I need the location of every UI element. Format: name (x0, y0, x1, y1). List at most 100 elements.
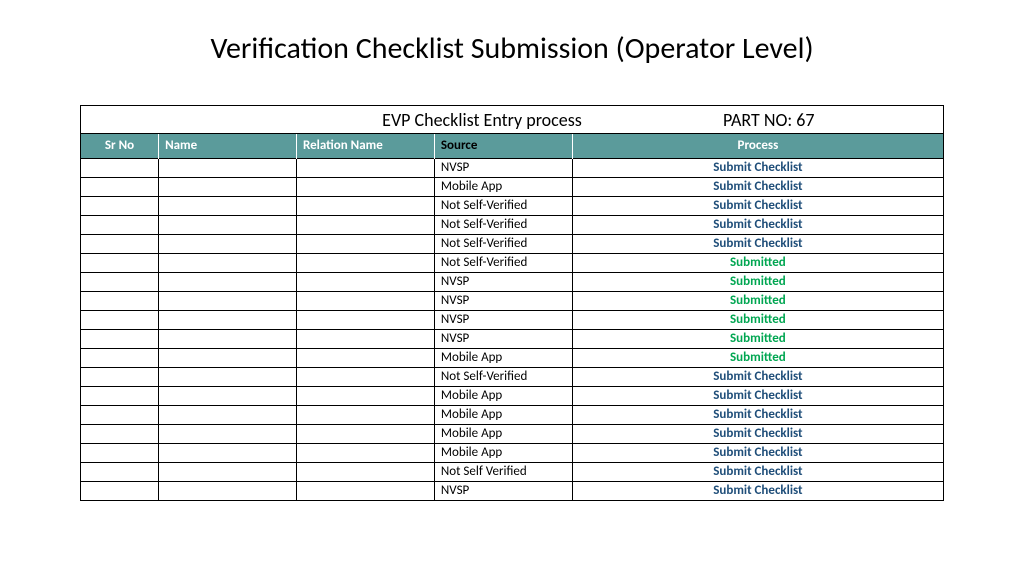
cell-srno (81, 215, 159, 234)
page-title: Verification Checklist Submission (Opera… (80, 30, 944, 67)
cell-name (159, 177, 297, 196)
submit-checklist-link[interactable]: Submit Checklist (572, 177, 943, 196)
cell-source: NVSP (434, 310, 572, 329)
table-row: Mobile AppSubmit Checklist (81, 443, 943, 462)
cell-source: Mobile App (434, 443, 572, 462)
cell-source: Not Self Verified (434, 462, 572, 481)
table-row: NVSPSubmitted (81, 291, 943, 310)
table-row: Not Self-VerifiedSubmit Checklist (81, 196, 943, 215)
table-row: NVSPSubmitted (81, 310, 943, 329)
cell-relation (296, 348, 434, 367)
cell-name (159, 481, 297, 500)
submit-checklist-link[interactable]: Submit Checklist (572, 196, 943, 215)
submit-checklist-link[interactable]: Submit Checklist (572, 215, 943, 234)
cell-name (159, 424, 297, 443)
table-row: Not Self VerifiedSubmit Checklist (81, 462, 943, 481)
cell-srno (81, 177, 159, 196)
cell-source: NVSP (434, 329, 572, 348)
cell-name (159, 462, 297, 481)
cell-srno (81, 405, 159, 424)
cell-relation (296, 291, 434, 310)
cell-srno (81, 424, 159, 443)
cell-relation (296, 462, 434, 481)
table-row: Mobile AppSubmitted (81, 348, 943, 367)
cell-source: Mobile App (434, 405, 572, 424)
cell-name (159, 253, 297, 272)
cell-source: Not Self-Verified (434, 234, 572, 253)
cell-relation (296, 386, 434, 405)
cell-source: NVSP (434, 158, 572, 177)
table-subheader: EVP Checklist Entry process PART NO: 67 (81, 106, 943, 134)
col-header-relation: Relation Name (296, 134, 434, 158)
cell-srno (81, 348, 159, 367)
cell-srno (81, 329, 159, 348)
col-header-name: Name (159, 134, 297, 158)
cell-name (159, 234, 297, 253)
cell-relation (296, 196, 434, 215)
cell-source: Mobile App (434, 386, 572, 405)
table-row: Not Self-VerifiedSubmitted (81, 253, 943, 272)
cell-relation (296, 272, 434, 291)
cell-relation (296, 215, 434, 234)
cell-relation (296, 158, 434, 177)
cell-source: Mobile App (434, 424, 572, 443)
submitted-status: Submitted (572, 310, 943, 329)
cell-relation (296, 443, 434, 462)
submit-checklist-link[interactable]: Submit Checklist (572, 405, 943, 424)
cell-source: Mobile App (434, 348, 572, 367)
cell-srno (81, 291, 159, 310)
cell-relation (296, 234, 434, 253)
cell-source: Not Self-Verified (434, 215, 572, 234)
submitted-status: Submitted (572, 291, 943, 310)
cell-relation (296, 405, 434, 424)
cell-srno (81, 386, 159, 405)
cell-name (159, 291, 297, 310)
table-row: NVSPSubmit Checklist (81, 158, 943, 177)
cell-name (159, 196, 297, 215)
submit-checklist-link[interactable]: Submit Checklist (572, 443, 943, 462)
subheader-part-no: PART NO: 67 (723, 109, 943, 131)
cell-name (159, 367, 297, 386)
table-row: Not Self-VerifiedSubmit Checklist (81, 234, 943, 253)
cell-relation (296, 481, 434, 500)
submit-checklist-link[interactable]: Submit Checklist (572, 386, 943, 405)
submit-checklist-link[interactable]: Submit Checklist (572, 481, 943, 500)
cell-relation (296, 310, 434, 329)
cell-srno (81, 462, 159, 481)
submitted-status: Submitted (572, 272, 943, 291)
submit-checklist-link[interactable]: Submit Checklist (572, 424, 943, 443)
submitted-status: Submitted (572, 253, 943, 272)
cell-srno (81, 443, 159, 462)
col-header-process: Process (572, 134, 943, 158)
table-row: NVSPSubmit Checklist (81, 481, 943, 500)
cell-relation (296, 424, 434, 443)
checklist-table-container: EVP Checklist Entry process PART NO: 67 … (80, 105, 944, 501)
cell-srno (81, 196, 159, 215)
submitted-status: Submitted (572, 329, 943, 348)
cell-name (159, 215, 297, 234)
cell-source: Mobile App (434, 177, 572, 196)
cell-srno (81, 253, 159, 272)
table-row: Not Self-VerifiedSubmit Checklist (81, 367, 943, 386)
cell-name (159, 310, 297, 329)
cell-srno (81, 310, 159, 329)
subheader-title: EVP Checklist Entry process (81, 109, 723, 131)
cell-relation (296, 329, 434, 348)
submit-checklist-link[interactable]: Submit Checklist (572, 234, 943, 253)
submit-checklist-link[interactable]: Submit Checklist (572, 462, 943, 481)
submit-checklist-link[interactable]: Submit Checklist (572, 367, 943, 386)
cell-source: Not Self-Verified (434, 367, 572, 386)
cell-name (159, 443, 297, 462)
cell-name (159, 386, 297, 405)
submit-checklist-link[interactable]: Submit Checklist (572, 158, 943, 177)
cell-source: NVSP (434, 291, 572, 310)
cell-source: NVSP (434, 272, 572, 291)
cell-srno (81, 234, 159, 253)
submitted-status: Submitted (572, 348, 943, 367)
table-row: Mobile AppSubmit Checklist (81, 405, 943, 424)
table-row: Not Self-VerifiedSubmit Checklist (81, 215, 943, 234)
table-row: Mobile AppSubmit Checklist (81, 424, 943, 443)
cell-srno (81, 367, 159, 386)
cell-srno (81, 481, 159, 500)
table-row: Mobile AppSubmit Checklist (81, 386, 943, 405)
